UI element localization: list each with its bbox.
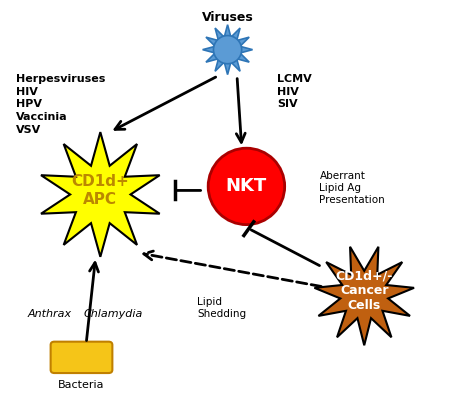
Polygon shape (41, 132, 160, 257)
Text: CD1d+
APC: CD1d+ APC (72, 174, 129, 207)
Ellipse shape (208, 148, 285, 225)
Ellipse shape (213, 36, 242, 64)
Text: NKT: NKT (226, 177, 267, 195)
Text: Lipid
Shedding: Lipid Shedding (197, 297, 246, 319)
FancyBboxPatch shape (51, 342, 112, 373)
Polygon shape (202, 25, 253, 75)
Text: Chlamydia: Chlamydia (84, 309, 143, 319)
Text: Viruses: Viruses (202, 11, 254, 24)
Text: Aberrant
Lipid Ag
Presentation: Aberrant Lipid Ag Presentation (319, 171, 385, 205)
Text: Bacteria: Bacteria (58, 380, 105, 390)
Text: Herpesviruses
HIV
HPV
Vaccinia
VSV: Herpesviruses HIV HPV Vaccinia VSV (16, 74, 105, 135)
Polygon shape (314, 247, 414, 345)
Text: LCMV
HIV
SIV: LCMV HIV SIV (277, 74, 312, 109)
Text: CD1d+/-
Cancer
Cells: CD1d+/- Cancer Cells (336, 269, 393, 313)
Text: Anthrax: Anthrax (27, 309, 72, 319)
